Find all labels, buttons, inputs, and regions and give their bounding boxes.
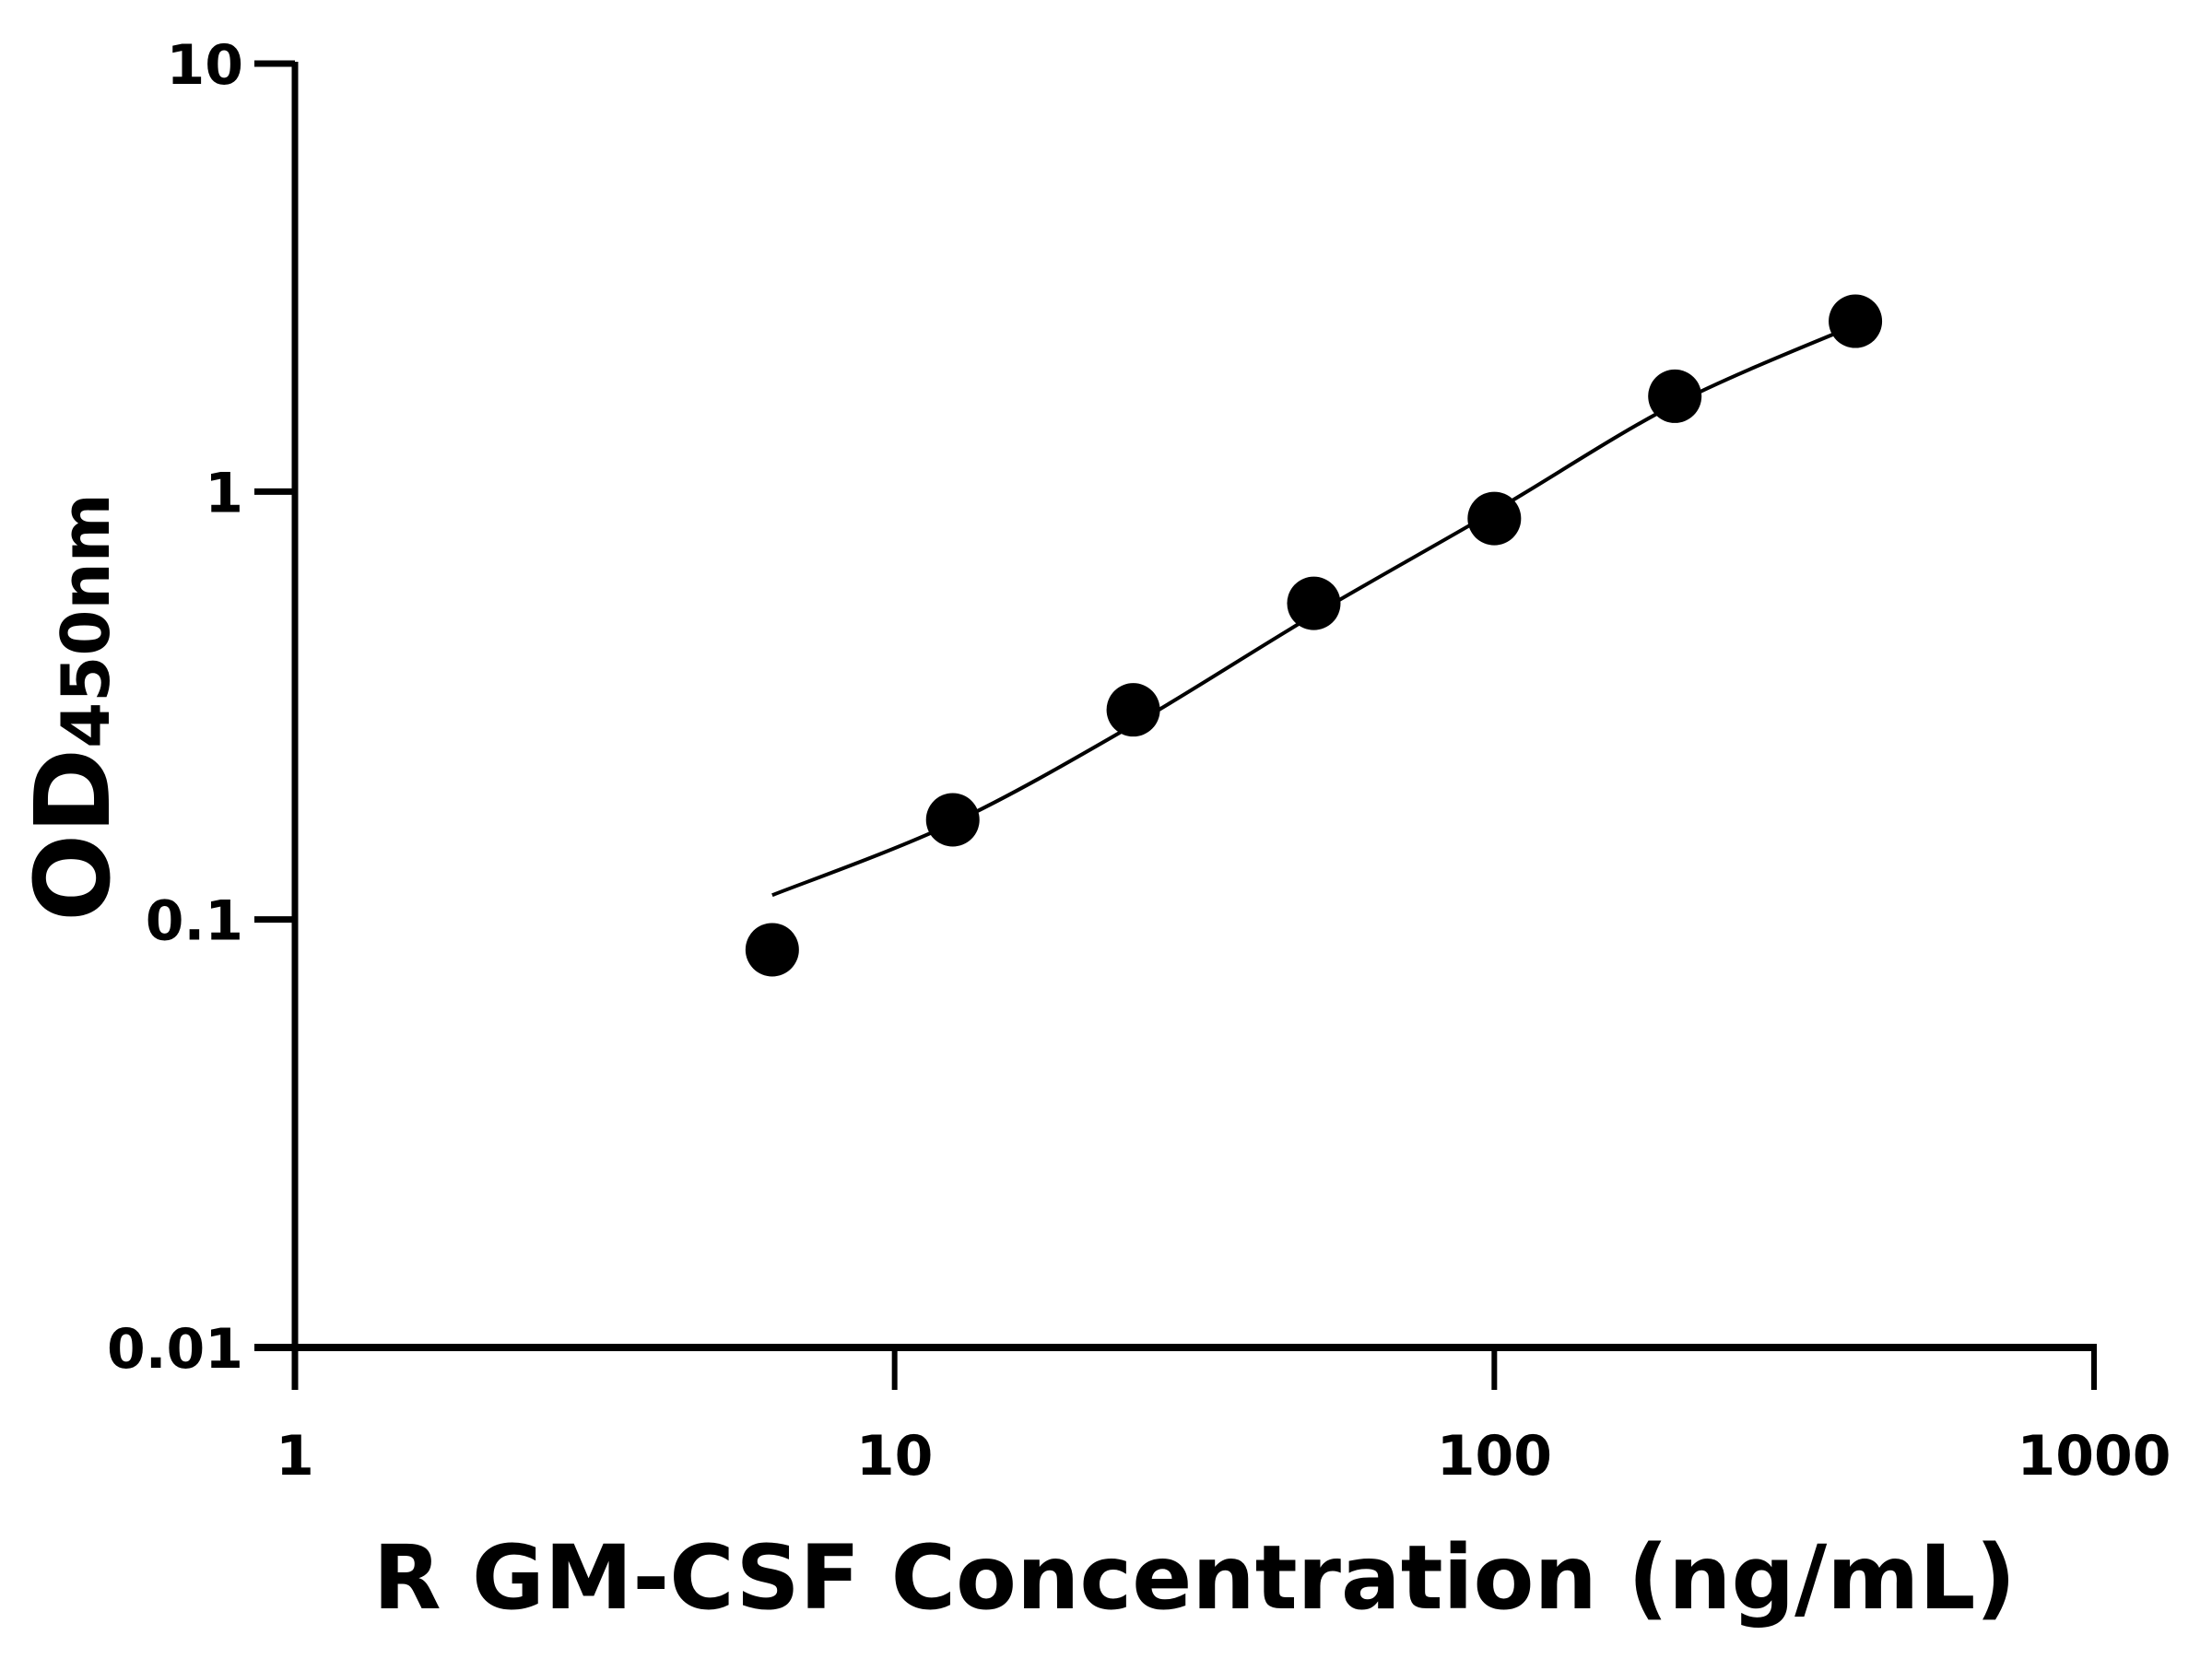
data-point xyxy=(1467,491,1522,546)
y-tick-label: 0.1 xyxy=(146,889,243,954)
data-point xyxy=(1106,683,1160,737)
y-axis-title-main: OD xyxy=(14,748,134,922)
y-tick-label: 10 xyxy=(167,33,244,98)
data-point xyxy=(1287,576,1341,630)
y-axis-title: OD450nm xyxy=(14,493,134,922)
x-axis-title: R GM-CSF Concentration (ng/mL) xyxy=(373,1526,2017,1630)
y-axis-title-subscript: 450nm xyxy=(47,493,124,748)
x-tick-label: 1000 xyxy=(2018,1424,2171,1488)
x-tick-label: 1 xyxy=(276,1424,314,1488)
x-tick-label: 10 xyxy=(856,1424,934,1488)
data-point xyxy=(745,923,799,977)
data-point xyxy=(1829,294,1883,348)
y-tick-label: 0.01 xyxy=(107,1317,243,1382)
data-point xyxy=(1648,369,1702,423)
data-point xyxy=(925,793,980,847)
y-tick-label: 1 xyxy=(205,461,243,525)
axes xyxy=(254,62,2097,1390)
ticks: 1 10 100 1000 0.01 0.1 1 10 xyxy=(107,33,2171,1488)
data-points xyxy=(745,294,1883,977)
x-tick-label: 100 xyxy=(1437,1424,1552,1488)
